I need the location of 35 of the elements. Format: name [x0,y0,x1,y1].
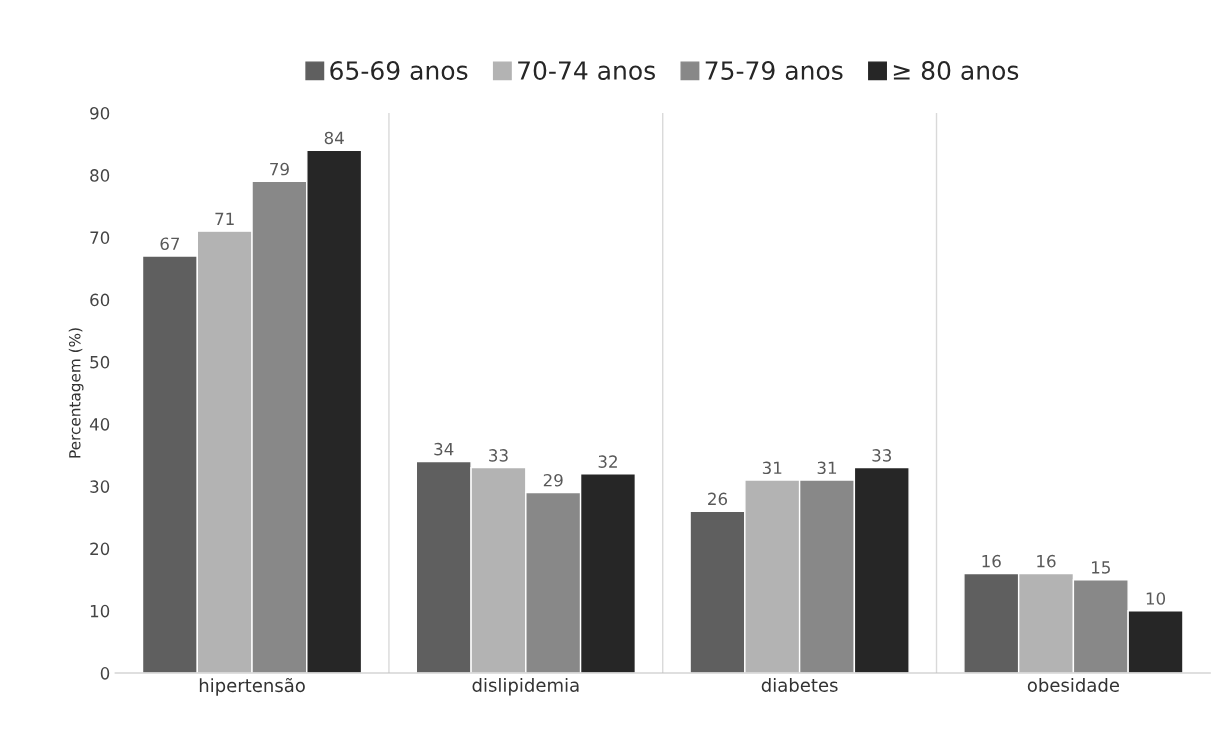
data-label: 33 [872,449,892,462]
legend-label: ≥ 80 anos [893,61,1019,80]
y-tick-label: 50 [90,355,110,369]
legend-label: 70-74 anos [518,61,655,80]
data-label: 33 [489,449,508,462]
y-axis-title: Percentagem (%) [68,328,84,458]
data-label: 16 [1037,554,1056,568]
y-tick-label: 40 [89,418,110,431]
data-label: 29 [543,473,563,487]
data-label: 32 [598,455,617,468]
data-label: 10 [1146,592,1166,605]
y-tick-label: 90 [90,106,110,120]
data-label: 71 [215,212,234,225]
legend-label: 75-79 anos [705,61,843,80]
x-tick-label: obesidade [1027,677,1120,692]
x-tick-label: diabetes [761,677,838,692]
y-tick-label: 70 [90,231,110,244]
data-label: 31 [762,461,782,475]
data-label: 84 [324,131,344,145]
data-label: 15 [1092,561,1110,574]
x-tick-label: hipertensão [199,677,305,696]
y-tick-label: 10 [90,604,110,618]
x-tick-label: dislipidemia [472,677,579,696]
data-label: 34 [434,442,454,456]
legend-label: 65-69 anos [330,61,468,80]
y-tick-label: 0 [100,667,110,680]
data-label: 67 [160,237,180,251]
y-tick-label: 20 [90,542,110,556]
data-label: 31 [817,461,837,475]
data-label: 26 [708,492,728,506]
y-tick-label: 80 [90,169,110,182]
data-label: 79 [270,162,289,176]
data-label: 16 [982,554,1001,568]
y-tick-label: 60 [90,293,110,307]
y-tick-label: 30 [90,480,110,493]
